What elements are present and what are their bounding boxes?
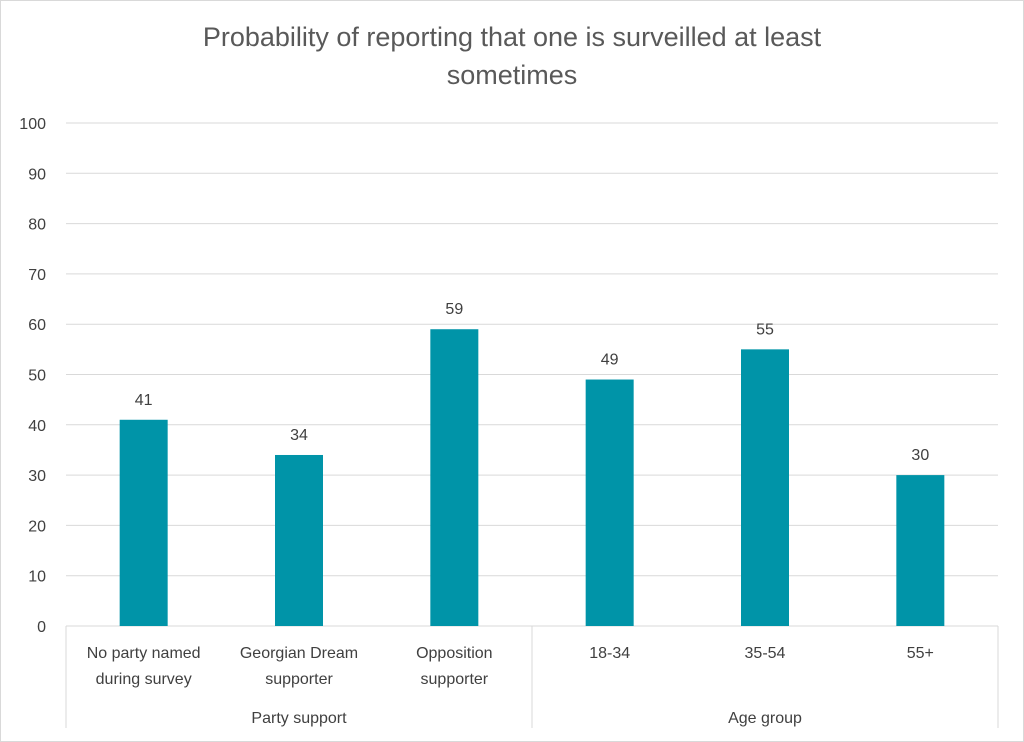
chart-title: Probability of reporting that one is sur… [0, 18, 1024, 94]
bar [119, 419, 168, 626]
data-label: 34 [290, 427, 308, 444]
x-tick-label: 55+ [907, 645, 934, 662]
data-label: 30 [911, 447, 929, 464]
data-label: 41 [135, 392, 153, 409]
chart-title-line-1: Probability of reporting that one is sur… [202, 22, 822, 52]
y-tick-label: 60 [28, 317, 46, 334]
y-tick-label: 50 [28, 368, 46, 385]
y-tick-label: 20 [28, 518, 46, 535]
y-tick-label: 30 [28, 468, 46, 485]
chart-title-line-2: sometimes [446, 60, 578, 90]
x-tick-label: supporter [265, 671, 333, 688]
group-label: Age group [728, 710, 802, 727]
y-tick-label: 80 [28, 217, 46, 234]
x-tick-label: 35-54 [745, 645, 786, 662]
bar [275, 454, 323, 626]
data-label: 55 [756, 321, 774, 338]
y-tick-label: 0 [37, 619, 46, 636]
bar [430, 329, 479, 626]
group-label: Party support [251, 710, 347, 727]
x-tick-label: Georgian Dream [240, 645, 358, 662]
x-tick-label: supporter [421, 671, 489, 688]
bar [896, 475, 945, 626]
x-tick-label: 18-34 [589, 645, 630, 662]
data-label: 59 [445, 301, 463, 318]
y-tick-label: 10 [28, 569, 46, 586]
y-tick-label: 90 [28, 166, 46, 183]
x-tick-label: No party named [87, 645, 201, 662]
bar [585, 379, 634, 626]
data-label: 49 [601, 352, 619, 369]
x-tick-label: Opposition [416, 645, 493, 662]
bar [741, 349, 789, 626]
y-tick-label: 70 [28, 267, 46, 284]
x-tick-label: during survey [96, 671, 192, 688]
y-tick-label: 100 [19, 116, 46, 133]
y-tick-label: 40 [28, 418, 46, 435]
